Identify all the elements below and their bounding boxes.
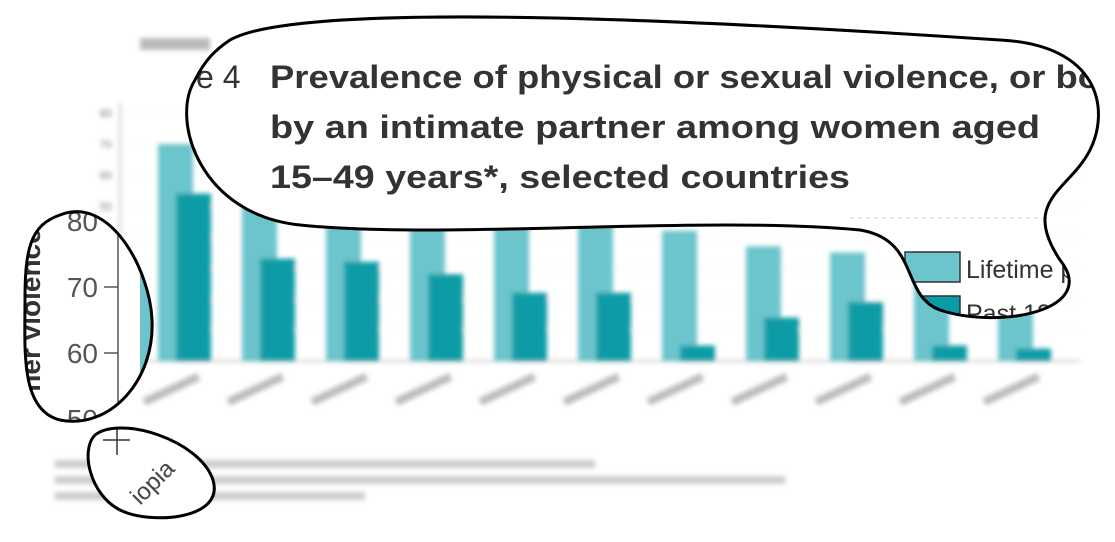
y-tick-label: 60 <box>100 170 112 182</box>
blurred-category-label <box>478 373 537 406</box>
bar <box>512 292 547 361</box>
y-tick-label: 50 <box>67 404 98 435</box>
category-callout: iopia <box>86 426 216 520</box>
bar <box>260 258 295 361</box>
bar <box>680 345 715 361</box>
blurred-category-label <box>142 373 201 406</box>
blurred-category-label <box>226 373 285 406</box>
bar <box>140 211 153 422</box>
blurred-footnote <box>55 460 595 468</box>
bar <box>764 317 799 361</box>
blurred-category-label <box>562 373 621 406</box>
bar <box>596 292 631 361</box>
legend-swatch <box>904 251 961 283</box>
bar <box>176 193 211 361</box>
bar <box>344 261 379 361</box>
legend-label: Lifetime p <box>966 256 1074 284</box>
blurred-footnote <box>55 476 785 484</box>
y-tick-label: 50 <box>100 201 112 213</box>
bar <box>428 274 463 361</box>
y-tick-label: 70 <box>67 272 98 303</box>
blurred-category-label <box>310 373 369 406</box>
chart-title: Prevalence of physical or sexual violenc… <box>270 59 1100 95</box>
blurred-category-label <box>814 373 873 406</box>
chart-title: by an intimate partner among women aged <box>270 109 1040 145</box>
blurred-category-label <box>646 373 705 406</box>
y-axis-label: ner violence <box>15 228 46 391</box>
title-callout: e 4 Prevalence of physical or sexual viol… <box>185 15 1100 320</box>
y-tick-label: 80 <box>100 108 112 120</box>
blurred-category-label <box>394 373 453 406</box>
bar <box>662 230 697 361</box>
blurred-figure-label <box>140 38 210 50</box>
blurred-category-label <box>982 373 1041 406</box>
bar <box>1016 348 1051 361</box>
y-tick-label: 70 <box>100 139 112 151</box>
bar <box>848 302 883 361</box>
blurred-category-label <box>898 373 957 406</box>
chart-title: 15–49 years*, selected countries <box>270 159 850 195</box>
bar <box>932 345 967 361</box>
y-tick-label: 60 <box>67 338 98 369</box>
blurred-chart: 01020304050607080 <box>55 38 1080 500</box>
blurred-category-label <box>730 373 789 406</box>
